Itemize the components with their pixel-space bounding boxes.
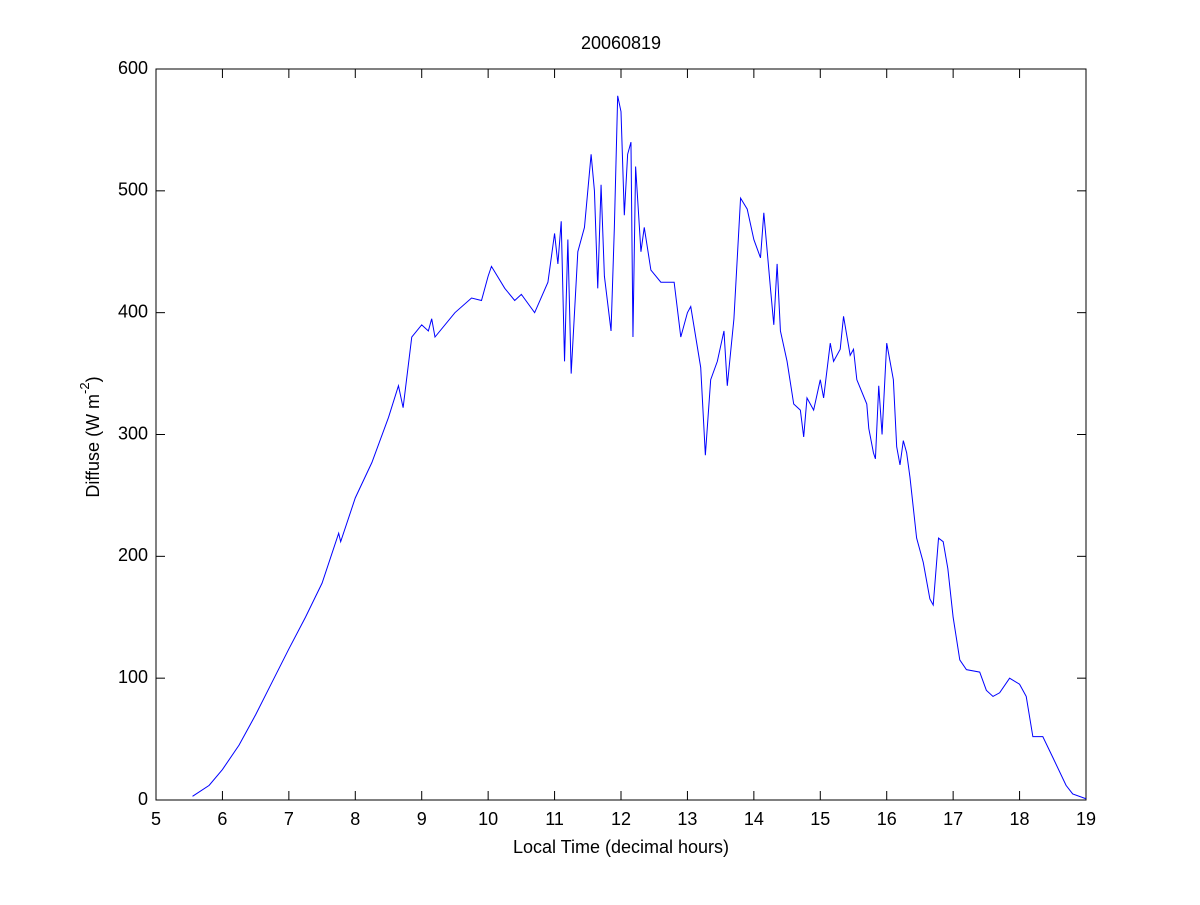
x-tick-label: 18 bbox=[1010, 809, 1030, 829]
x-tick-label: 7 bbox=[284, 809, 294, 829]
x-tick-label: 15 bbox=[810, 809, 830, 829]
x-axis-label: Local Time (decimal hours) bbox=[513, 837, 729, 857]
x-tick-label: 12 bbox=[611, 809, 631, 829]
y-tick-label: 300 bbox=[118, 423, 148, 443]
x-tick-label: 11 bbox=[545, 809, 564, 829]
x-tick-label: 10 bbox=[478, 809, 498, 829]
y-tick-label: 0 bbox=[138, 789, 148, 809]
y-tick-label: 100 bbox=[118, 667, 148, 687]
y-tick-label: 200 bbox=[118, 545, 148, 565]
x-tick-label: 14 bbox=[744, 809, 764, 829]
y-label-suffix: ) bbox=[83, 376, 103, 382]
x-tick-label: 17 bbox=[943, 809, 963, 829]
chart-title: 20060819 bbox=[581, 33, 661, 53]
y-label-superscript: -2 bbox=[77, 382, 92, 394]
y-axis-label: Diffuse (W m-2) bbox=[77, 376, 102, 497]
y-tick-label: 600 bbox=[118, 58, 148, 78]
x-tick-label: 8 bbox=[350, 809, 360, 829]
x-tick-label: 6 bbox=[217, 809, 227, 829]
x-tick-label: 19 bbox=[1076, 809, 1096, 829]
data-line bbox=[192, 95, 1087, 800]
x-tick-label: 9 bbox=[417, 809, 427, 829]
x-tick-label: 16 bbox=[877, 809, 897, 829]
x-tick-label: 5 bbox=[151, 809, 161, 829]
y-label-main: Diffuse (W m bbox=[83, 394, 103, 498]
x-tick-label: 13 bbox=[677, 809, 697, 829]
y-tick-label: 400 bbox=[118, 301, 148, 321]
y-tick-label: 500 bbox=[118, 180, 148, 200]
